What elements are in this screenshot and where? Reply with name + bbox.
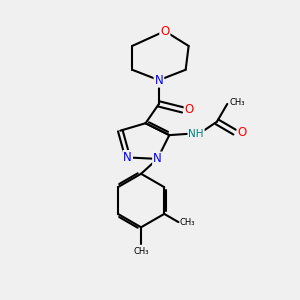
Text: N: N bbox=[123, 151, 132, 164]
Text: N: N bbox=[154, 74, 163, 87]
Text: N: N bbox=[153, 152, 162, 165]
Text: CH₃: CH₃ bbox=[230, 98, 245, 107]
Text: CH₃: CH₃ bbox=[180, 218, 195, 226]
Text: CH₃: CH₃ bbox=[133, 247, 149, 256]
Text: O: O bbox=[184, 103, 194, 116]
Text: NH: NH bbox=[188, 129, 204, 139]
Text: O: O bbox=[160, 25, 170, 38]
Text: O: O bbox=[238, 126, 247, 139]
